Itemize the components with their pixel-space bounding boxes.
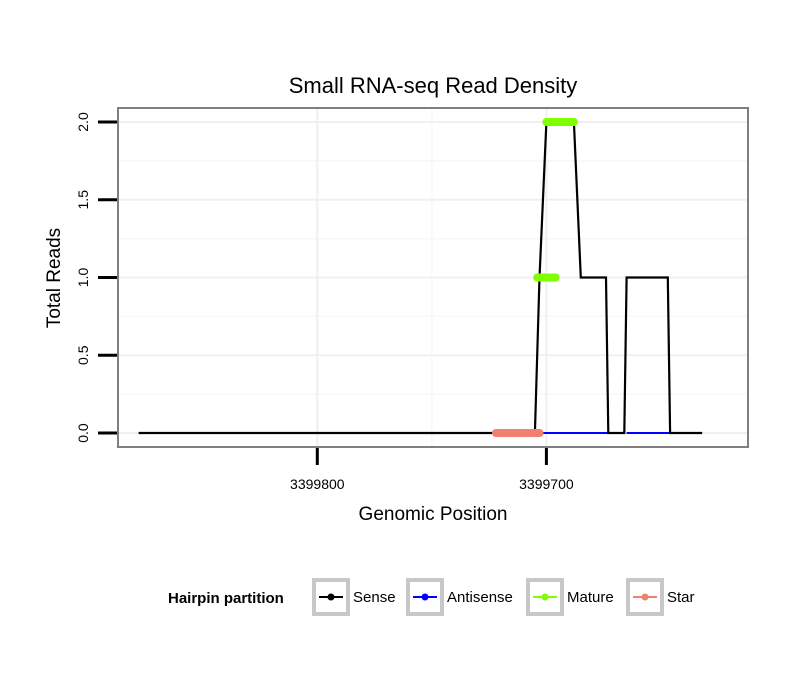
legend-label: Star bbox=[667, 589, 695, 606]
x-axis-title: Genomic Position bbox=[359, 504, 508, 525]
y-tick-label: 2.0 bbox=[75, 112, 91, 132]
legend-label: Antisense bbox=[447, 589, 513, 606]
y-axis-title: Total Reads bbox=[44, 228, 65, 328]
x-tick-label: 3399700 bbox=[519, 476, 574, 492]
y-tick-label: 1.0 bbox=[75, 268, 91, 288]
legend-label: Sense bbox=[353, 589, 396, 606]
x-tick-label: 3399800 bbox=[290, 476, 345, 492]
plot-border bbox=[117, 107, 749, 448]
legend-key-point bbox=[421, 593, 429, 601]
chart-title: Small RNA-seq Read Density bbox=[289, 73, 578, 98]
legend-title: Hairpin partition bbox=[168, 590, 284, 607]
y-tick-label: 1.5 bbox=[75, 190, 91, 210]
legend-key-point bbox=[541, 593, 549, 601]
legend-item-antisense: Antisense bbox=[406, 578, 513, 616]
legend-item-mature: Mature bbox=[526, 578, 614, 616]
y-tick-label: 0.5 bbox=[75, 345, 91, 365]
series-layer bbox=[138, 117, 703, 438]
grid bbox=[118, 108, 748, 447]
axes: 0.0 0.5 1.0 1.5 2.0 3399800 3399700 bbox=[75, 112, 574, 492]
legend-key-point bbox=[327, 593, 335, 601]
legend-label: Mature bbox=[567, 589, 614, 606]
legend-key-point bbox=[641, 593, 649, 601]
legend-item-star: Star bbox=[626, 578, 695, 616]
legend-item-sense: Sense bbox=[312, 578, 396, 616]
y-tick-label: 0.0 bbox=[75, 423, 91, 443]
legend: Hairpin partition Sense Antisense Mature St… bbox=[168, 578, 695, 616]
